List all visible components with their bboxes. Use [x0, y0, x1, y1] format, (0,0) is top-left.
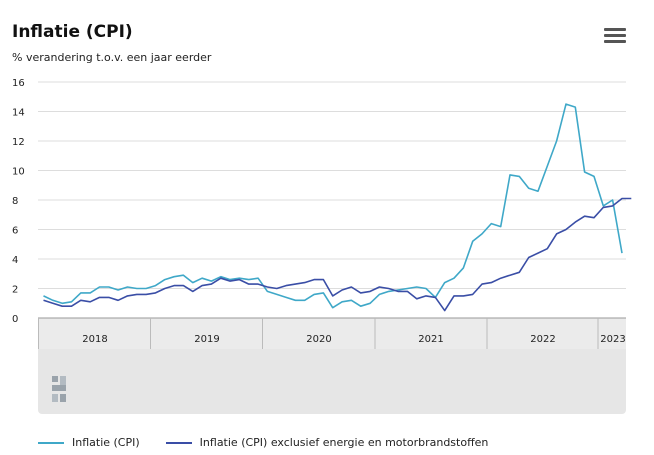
- legend: Inflatie (CPI) Inflatie (CPI) exclusief …: [38, 436, 514, 449]
- y-tick-label: 0: [12, 314, 18, 325]
- y-tick-label: 4: [12, 255, 18, 266]
- series-line-core[interactable]: [43, 197, 632, 312]
- y-tick-label: 12: [12, 137, 25, 148]
- legend-swatch-cpi: [38, 441, 64, 444]
- chart-title: Inflatie (CPI): [12, 22, 133, 42]
- x-tick-label: 2018: [82, 334, 107, 345]
- y-tick-label: 14: [12, 108, 25, 119]
- gridlines: [38, 81, 626, 319]
- chart-subtitle: % verandering t.o.v. een jaar eerder: [12, 51, 212, 64]
- legend-swatch-core: [165, 441, 192, 444]
- y-tick-label: 8: [12, 196, 18, 207]
- x-tick-label: 2022: [530, 334, 555, 345]
- x-axis-band: [38, 317, 626, 414]
- x-tick-label: 2023: [600, 334, 625, 345]
- legend-item-core[interactable]: Inflatie (CPI) exclusief energie en moto…: [165, 436, 489, 449]
- legend-item-cpi[interactable]: Inflatie (CPI): [38, 436, 140, 449]
- y-tick-label: 16: [12, 78, 25, 89]
- menu-icon[interactable]: [604, 28, 626, 46]
- x-axis-ticks: 2018 2019 2020 2021 2022 2023: [38, 318, 626, 349]
- x-tick-label: 2021: [418, 334, 443, 345]
- legend-label-core: Inflatie (CPI) exclusief energie en moto…: [199, 436, 489, 449]
- y-axis-ticks: 0 2 4 6 8 10 12 14 16: [12, 78, 25, 325]
- x-tick-label: 2019: [194, 334, 219, 345]
- x-axis-label-strip: [38, 318, 626, 349]
- y-tick-label: 6: [12, 226, 18, 237]
- series-line-cpi[interactable]: [43, 103, 623, 309]
- cbs-logo-icon: [52, 376, 66, 402]
- legend-label-cpi: Inflatie (CPI): [72, 436, 140, 449]
- series-lines: [43, 103, 632, 312]
- y-tick-label: 2: [12, 285, 18, 296]
- x-tick-label: 2020: [306, 334, 331, 345]
- line-chart: 0 2 4 6 8 10 12 14 16 2018 2019 2020 2021 2022 2023: [12, 78, 632, 414]
- y-tick-label: 10: [12, 167, 25, 178]
